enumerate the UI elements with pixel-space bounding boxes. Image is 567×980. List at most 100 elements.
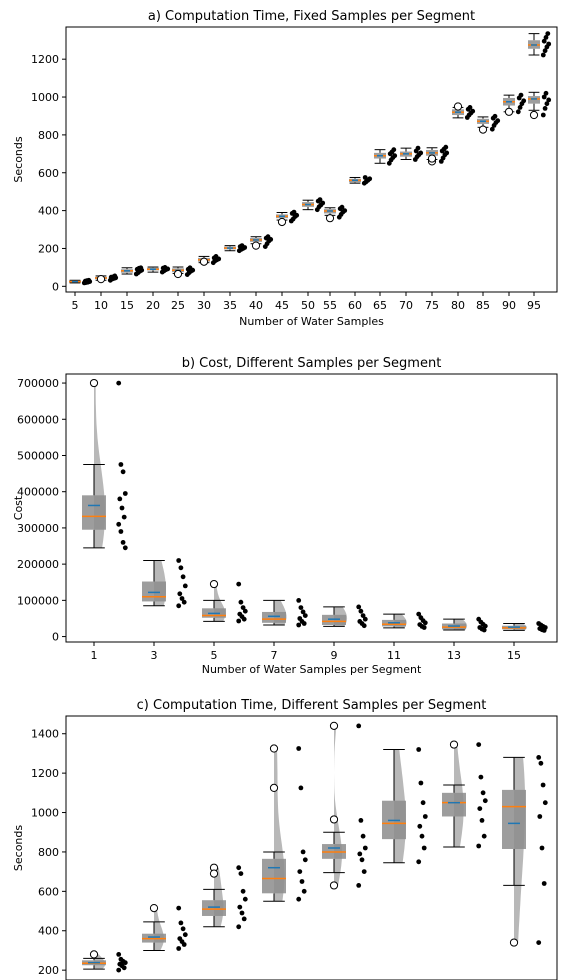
data-point <box>242 896 248 902</box>
violin-shape <box>514 757 526 943</box>
outlier-point <box>96 275 106 284</box>
data-point <box>545 31 551 36</box>
data-point <box>356 883 362 888</box>
data-point <box>422 620 428 626</box>
data-point <box>543 90 549 96</box>
outlier-point <box>173 269 183 279</box>
box-group <box>250 234 274 250</box>
outlier-point <box>209 579 219 589</box>
data-point <box>180 574 186 580</box>
data-point <box>362 845 368 851</box>
x-tick-label: 35 <box>223 299 237 312</box>
data-point <box>239 910 245 916</box>
box-group <box>142 903 188 951</box>
y-tick-label: 500000 <box>17 449 59 462</box>
data-point <box>542 48 548 54</box>
data-point <box>120 540 126 545</box>
data-point <box>540 112 546 118</box>
box-group <box>302 197 326 213</box>
y-tick-label: 100000 <box>17 594 59 607</box>
outlier-point <box>329 815 339 824</box>
data-point <box>362 616 368 622</box>
outlier-point <box>449 740 459 749</box>
data-point <box>476 843 482 849</box>
data-point <box>361 623 367 629</box>
data-point <box>320 200 326 206</box>
outlier-point <box>529 110 539 120</box>
chart-title: b) Cost, Different Samples per Segment <box>182 356 442 371</box>
x-tick-label: 25 <box>171 299 185 312</box>
data-point <box>177 591 183 597</box>
outlier-point <box>209 869 219 878</box>
data-point <box>241 616 247 622</box>
x-tick-label: 1 <box>91 649 98 662</box>
y-tick-label: 800 <box>38 129 59 142</box>
y-tick-label: 600 <box>38 885 59 898</box>
data-point <box>546 41 552 47</box>
data-point <box>179 596 185 601</box>
box-group <box>400 145 424 162</box>
data-point <box>515 109 521 115</box>
data-point <box>542 106 548 111</box>
outlier-point <box>453 102 463 111</box>
outlier-point <box>251 241 261 250</box>
data-point <box>120 469 126 475</box>
data-point <box>422 814 428 819</box>
outlier-point <box>199 257 209 266</box>
data-point <box>213 254 219 259</box>
data-point <box>138 265 144 271</box>
data-point <box>122 545 128 551</box>
box-group <box>172 265 196 279</box>
x-tick-label: 55 <box>323 299 337 312</box>
data-point <box>470 108 476 114</box>
chart-title: c) Computation Time, Different Samples p… <box>137 698 487 713</box>
box-group <box>324 204 348 223</box>
data-point <box>538 760 544 766</box>
box-group <box>202 863 248 930</box>
box-group <box>262 598 308 628</box>
data-point <box>478 774 484 780</box>
data-point <box>121 514 127 520</box>
x-tick-label: 65 <box>373 299 387 312</box>
data-point <box>176 905 182 911</box>
outlier-point <box>89 378 99 388</box>
data-point <box>121 965 127 971</box>
data-point <box>482 798 488 804</box>
box-group <box>528 90 552 120</box>
data-point <box>360 613 366 618</box>
data-point <box>540 52 546 58</box>
box-group <box>322 604 368 629</box>
x-tick-label: 60 <box>348 299 362 312</box>
data-point <box>302 613 308 618</box>
y-tick-label: 300000 <box>17 522 59 535</box>
box-group <box>69 277 93 286</box>
x-tick-label: 10 <box>94 299 108 312</box>
box <box>202 900 226 916</box>
box-group <box>322 721 368 890</box>
x-tick-label: 80 <box>451 299 465 312</box>
data-point <box>297 869 303 874</box>
box-group <box>503 92 527 116</box>
box-group <box>95 273 119 284</box>
outlier-point <box>269 744 279 753</box>
plot-frame <box>65 26 558 293</box>
data-point <box>236 581 242 587</box>
data-point <box>518 92 524 98</box>
data-point <box>539 845 545 851</box>
y-tick-label: 200000 <box>17 558 59 571</box>
data-point <box>317 197 323 203</box>
box-group <box>426 144 450 166</box>
data-point <box>479 818 485 823</box>
data-point <box>178 920 184 926</box>
data-point <box>241 916 247 922</box>
data-point <box>116 380 122 386</box>
x-axis-label: Number of Water Samples <box>239 315 384 328</box>
data-point <box>415 145 421 151</box>
data-point <box>418 780 424 786</box>
x-tick-label: 85 <box>476 299 490 312</box>
box-group <box>198 254 222 266</box>
y-tick-label: 1200 <box>31 53 59 66</box>
data-point <box>116 952 122 957</box>
y-tick-label: 1400 <box>31 728 59 741</box>
data-point <box>391 147 397 153</box>
